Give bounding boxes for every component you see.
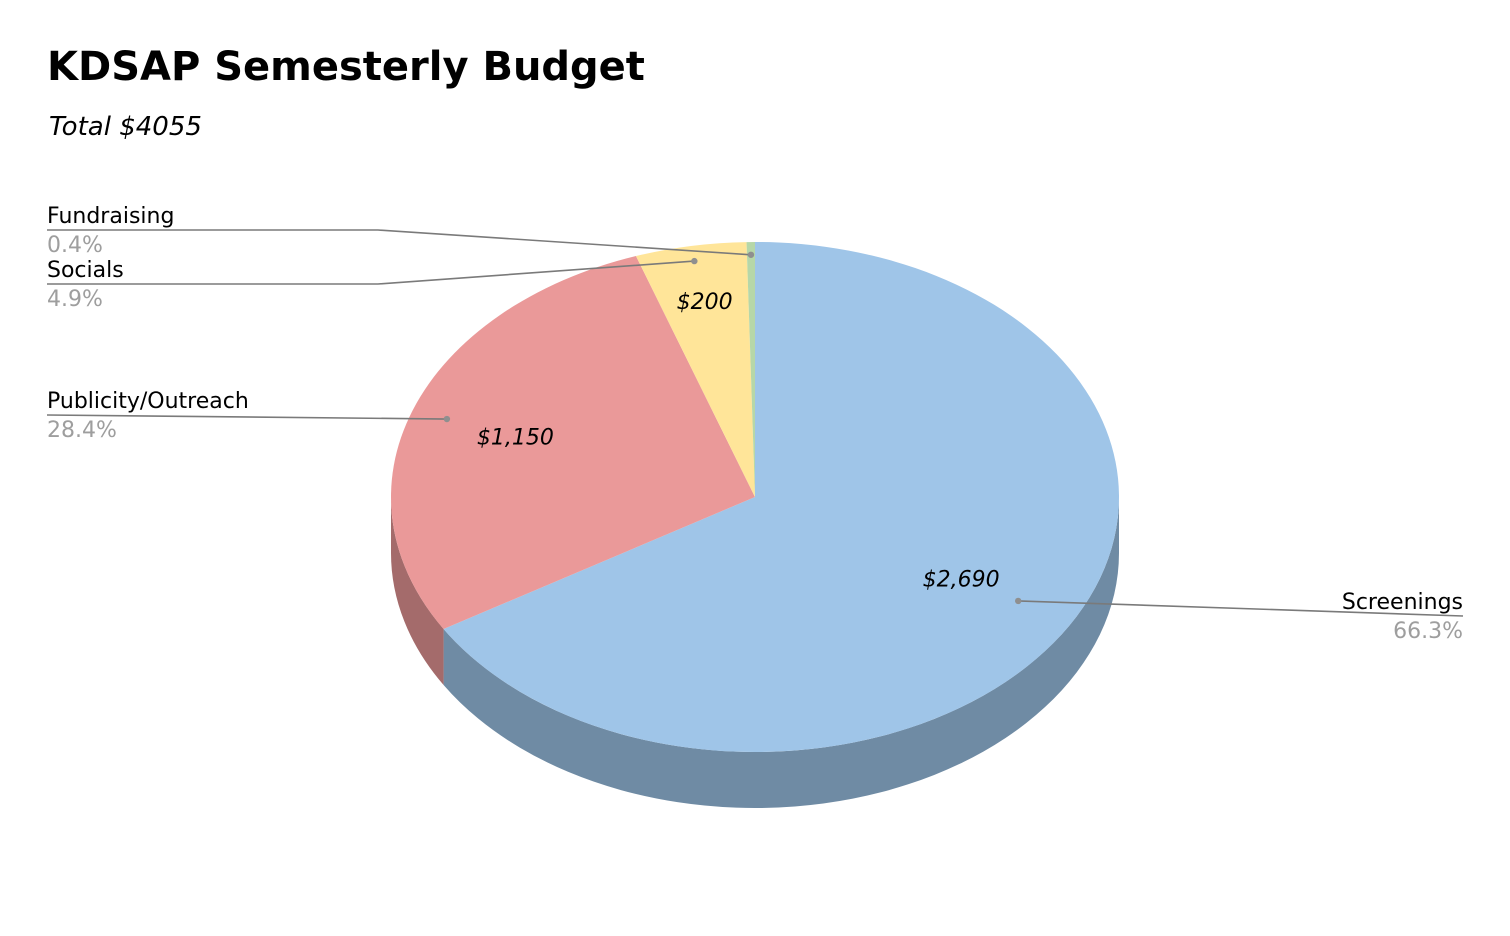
category-label-screenings: Screenings <box>1342 590 1463 615</box>
percent-label-socials: 4.9% <box>47 287 103 312</box>
pie-slice-fundraising <box>746 242 755 497</box>
pie-side-screenings <box>443 497 1119 809</box>
pie-sides <box>391 497 1119 809</box>
category-label-socials: Socials <box>47 258 124 283</box>
value-label-screenings: $2,690 <box>923 567 1000 592</box>
category-label-publicity-outreach: Publicity/Outreach <box>47 389 249 414</box>
pie-slices <box>391 242 1119 752</box>
percent-label-fundraising: 0.4% <box>47 233 103 258</box>
value-label-socials: $200 <box>677 290 733 315</box>
percent-label-publicity-outreach: 28.4% <box>47 418 117 443</box>
pie-slice-publicity-outreach <box>391 256 755 630</box>
leader-dot-fundraising <box>747 251 755 258</box>
pie-value-labels: $2,690 $1,150 $200 <box>477 290 1000 592</box>
leader-line-publicity-outreach <box>46 414 447 420</box>
leader-dot-publicity-outreach <box>443 415 451 423</box>
pie-slice-screenings <box>443 242 1119 752</box>
pie-callouts: Screenings 66.3% Publicity/Outreach 28.4% So… <box>46 204 1464 644</box>
leader-line-screenings <box>1018 600 1464 617</box>
leader-line-fundraising <box>47 229 752 256</box>
pie-side-publicity-outreach <box>391 497 444 686</box>
leader-dot-screenings <box>1014 597 1022 605</box>
leader-line-socials <box>47 260 695 285</box>
value-label-publicity-outreach: $1,150 <box>477 425 554 450</box>
pie-slice-socials <box>635 242 755 497</box>
chart-title: KDSAP Semesterly Budget <box>47 44 645 90</box>
percent-label-screenings: 66.3% <box>1393 619 1463 644</box>
leader-dot-socials <box>691 257 698 265</box>
chart-subtitle: Total $4055 <box>49 112 202 142</box>
category-label-fundraising: Fundraising <box>47 204 174 229</box>
